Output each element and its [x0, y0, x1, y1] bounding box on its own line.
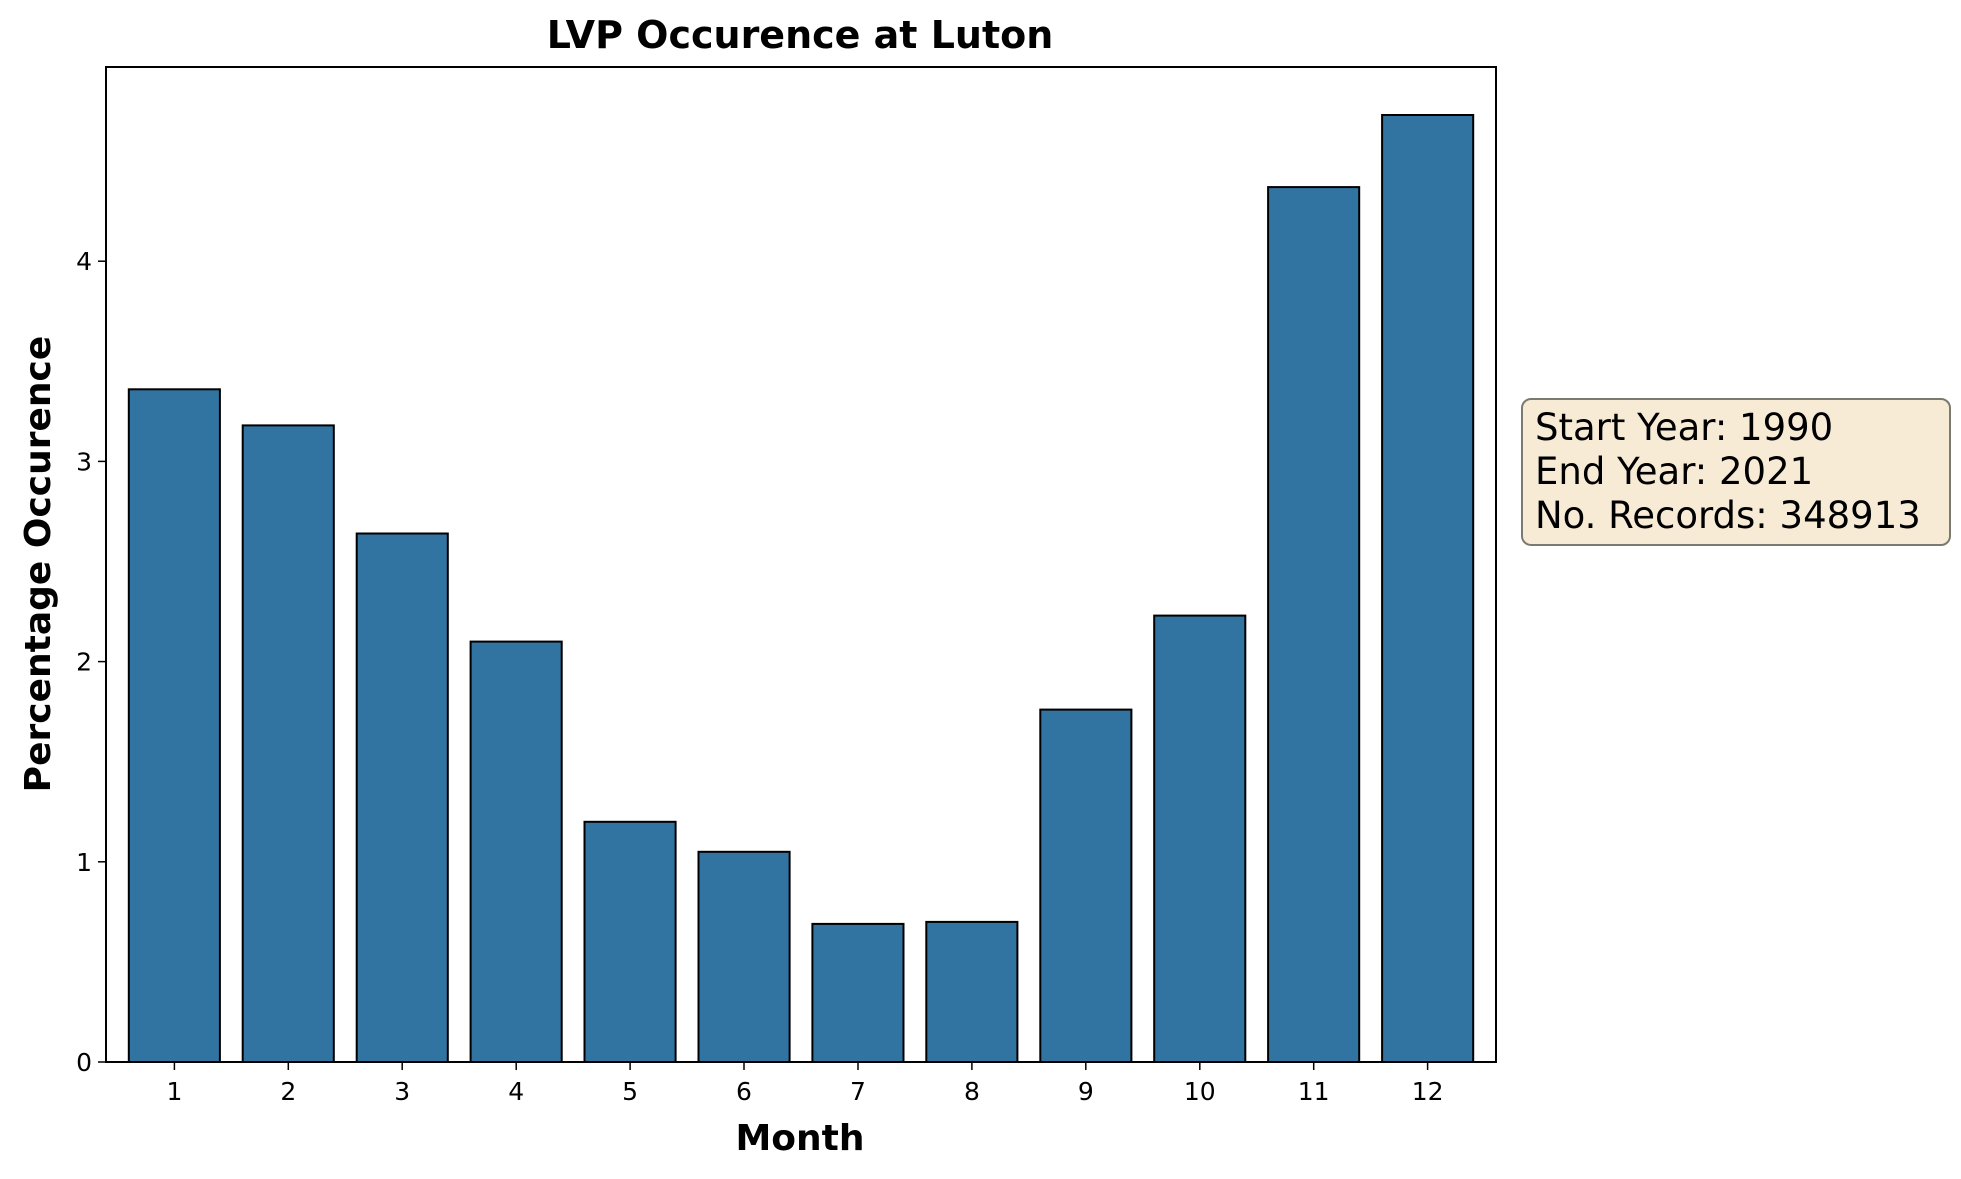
info-box-background — [1521, 398, 1951, 546]
x-tick-label: 7 — [850, 1077, 866, 1106]
x-tick-label: 3 — [394, 1077, 410, 1106]
plot-frame — [105, 66, 1497, 1063]
y-tick-label: 0 — [76, 1048, 92, 1077]
bar-month-4 — [469, 640, 563, 1063]
x-tick-label: 6 — [736, 1077, 752, 1106]
bar-month-9 — [1039, 708, 1133, 1063]
info-end-year: End Year: 2021 — [1535, 450, 1813, 493]
info-record-count: No. Records: 348913 — [1535, 494, 1921, 537]
y-axis-label: Percentage Occurence — [18, 336, 59, 793]
info-start-year: Start Year: 1990 — [1535, 406, 1833, 449]
bar-month-12 — [1381, 114, 1475, 1063]
bar-month-11 — [1267, 186, 1361, 1064]
x-tick-label: 10 — [1184, 1077, 1216, 1106]
x-tick-label: 9 — [1078, 1077, 1094, 1106]
y-axis: 0 1 2 3 4 — [76, 247, 106, 1077]
bar-month-8 — [925, 920, 1019, 1064]
y-tick-label: 1 — [76, 848, 92, 877]
y-tick-label: 4 — [76, 247, 92, 276]
bar-month-10 — [1153, 614, 1247, 1063]
chart-title: LVP Occurence at Luton — [547, 13, 1054, 57]
bar-month-5 — [583, 820, 677, 1063]
x-axis: 1 2 3 4 5 6 7 8 9 10 11 12 — [166, 1062, 1444, 1106]
x-tick-label: 2 — [280, 1077, 296, 1106]
y-tick-label: 2 — [76, 648, 92, 677]
bar-month-1 — [127, 388, 221, 1063]
x-tick-label: 11 — [1298, 1077, 1330, 1106]
x-tick-label: 8 — [964, 1077, 980, 1106]
bar-month-2 — [241, 424, 335, 1063]
y-tick-label: 3 — [76, 447, 92, 476]
bar-month-3 — [355, 532, 449, 1063]
x-axis-label: Month — [735, 1118, 864, 1159]
x-tick-label: 4 — [508, 1077, 524, 1106]
info-box: Start Year: 1990 End Year: 2021 No. Reco… — [1521, 398, 1951, 546]
bars — [127, 114, 1475, 1064]
x-tick-label: 1 — [166, 1077, 182, 1106]
bar-month-7 — [811, 922, 905, 1064]
x-tick-label: 5 — [622, 1077, 638, 1106]
bar-month-6 — [697, 850, 791, 1063]
x-tick-label: 12 — [1412, 1077, 1444, 1106]
